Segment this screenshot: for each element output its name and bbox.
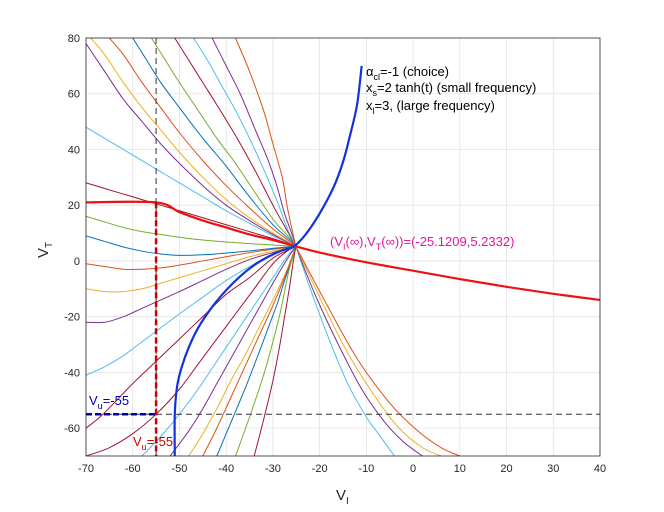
axis-ticks: -70 -60 -50 -40 -30 -20 -10 0 10 20 30 40 -60 -40 -20 0…	[64, 33, 606, 475]
series-traj-25	[235, 246, 297, 456]
series-red-nullcline	[86, 200, 600, 302]
legend-line-alpha: αcl=-1 (choice)	[366, 64, 449, 82]
legend-line-xs: xs=2 tanh(t) (small frequency)	[366, 80, 536, 98]
x-tick-label: 10	[454, 463, 466, 475]
series-traj-21	[169, 246, 297, 456]
series-traj-3	[86, 245, 296, 324]
y-tick-label: -20	[64, 312, 80, 324]
vu-threshold-label: Vu=-55	[89, 393, 129, 411]
x-tick-label: 30	[547, 463, 559, 475]
series-traj-22	[188, 246, 297, 456]
series-traj-29	[295, 246, 442, 456]
series-traj-27	[295, 246, 395, 456]
series-traj-2	[86, 245, 296, 376]
series-traj-20	[141, 246, 297, 456]
series-traj-11	[90, 38, 297, 247]
series-traj-23	[202, 246, 297, 456]
series-traj-6	[86, 235, 296, 256]
series-traj-26	[253, 246, 297, 456]
plot-frame	[85, 37, 601, 457]
series-traj-30	[295, 246, 461, 456]
series-traj-8	[86, 182, 297, 247]
x-tick-label: 0	[410, 463, 416, 475]
series-traj-13	[132, 38, 297, 247]
series-traj-19	[86, 245, 297, 456]
series-traj-28	[295, 246, 423, 456]
y-tick-label: 0	[74, 256, 80, 268]
y-tick-label: 60	[68, 89, 80, 101]
y-axis-label: VT	[35, 242, 55, 258]
series-traj-14	[150, 38, 297, 247]
legend-text: αcl=-1 (choice) xs=2 tanh(t) (small freq…	[366, 64, 536, 116]
x-tick-label: 20	[500, 463, 512, 475]
series-traj-5	[86, 245, 296, 271]
series-traj-10	[86, 43, 297, 247]
series-traj-7	[86, 215, 296, 247]
x-axis-label: VI	[336, 487, 349, 507]
vl-threshold-label: Vu=-55	[133, 434, 173, 452]
y-tick-label: -60	[64, 423, 80, 435]
series-traj-1	[86, 245, 297, 429]
x-tick-label: -30	[265, 463, 281, 475]
series-traj-16	[193, 38, 297, 247]
legend-line-xl: xl=3, (large frequency)	[366, 98, 495, 116]
series-traj-17	[211, 38, 297, 247]
series-group	[86, 38, 600, 456]
equilibrium-label: (VI(∞),VT(∞))=(-25.1209,5.2332)	[330, 234, 514, 252]
series-traj-15	[174, 38, 297, 247]
threshold-lines	[86, 38, 600, 456]
series-traj-12	[108, 38, 297, 247]
y-tick-label: -40	[64, 367, 80, 379]
x-tick-label: 40	[594, 463, 606, 475]
y-tick-label: 20	[68, 200, 80, 212]
series-blue-nullcline	[173, 65, 363, 456]
series-traj-4	[86, 245, 296, 293]
series-traj-18	[235, 38, 297, 247]
x-tick-label: -60	[125, 463, 141, 475]
series-traj-9	[86, 126, 297, 247]
x-tick-label: -70	[78, 463, 94, 475]
x-tick-label: -20	[312, 463, 328, 475]
x-tick-label: -50	[172, 463, 188, 475]
y-tick-label: 40	[68, 144, 80, 156]
x-tick-label: -40	[218, 463, 234, 475]
y-tick-label: 80	[68, 33, 80, 45]
x-tick-label: -10	[358, 463, 374, 475]
